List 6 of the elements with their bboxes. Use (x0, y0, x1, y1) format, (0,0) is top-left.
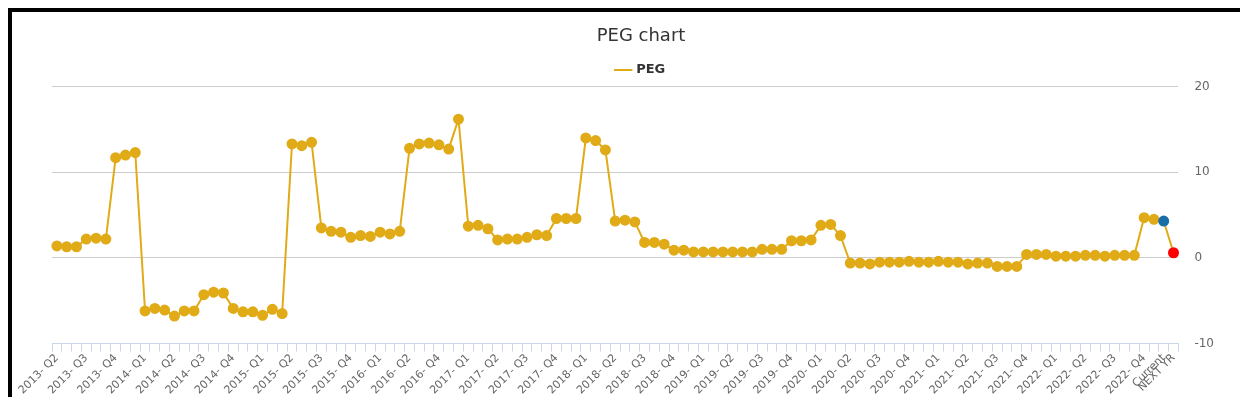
y-tick-label: 20 (1194, 78, 1210, 93)
y-tick-label: -10 (1194, 335, 1215, 350)
y-tick-label: 0 (1194, 250, 1203, 265)
legend-label: PEG (636, 61, 666, 77)
y-tick-label: 10 (1194, 164, 1210, 179)
chart-title: PEG chart (596, 24, 686, 46)
